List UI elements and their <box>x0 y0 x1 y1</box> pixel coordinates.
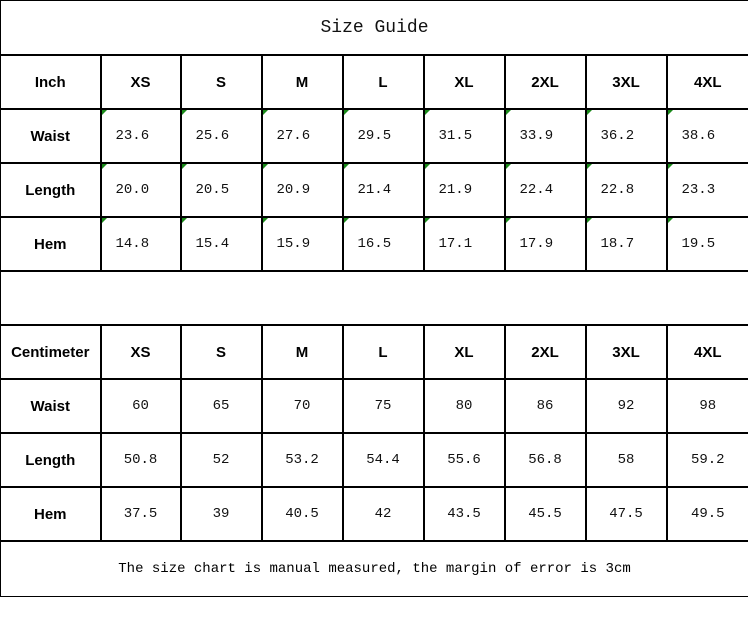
size-header-3xl: 3XL <box>584 54 668 110</box>
measurement-cell: 56.8 <box>503 432 587 488</box>
row-label: Waist <box>0 378 102 434</box>
row-label: Length <box>0 162 102 218</box>
size-header-xl: XL <box>422 54 506 110</box>
row-label: Length <box>0 432 102 488</box>
measurement-cell: 50.8 <box>99 432 182 488</box>
measurement-cell: 49.5 <box>665 486 748 542</box>
inch-header-row: Inch XS S M L XL 2XL 3XL 4XL <box>0 54 748 110</box>
measurement-cell: 27.6 <box>260 108 344 164</box>
measurement-cell: 33.9 <box>503 108 587 164</box>
inch-unit-label: Inch <box>0 54 102 110</box>
size-header-4xl: 4XL <box>665 54 748 110</box>
measurement-cell: 23.6 <box>99 108 182 164</box>
cm-row-hem: Hem 37.5 39 40.5 42 43.5 45.5 47.5 49.5 <box>0 486 748 542</box>
measurement-cell: 36.2 <box>584 108 668 164</box>
measurement-cell: 52 <box>179 432 263 488</box>
row-label: Hem <box>0 486 102 542</box>
size-header-3xl: 3XL <box>584 324 668 380</box>
size-table: Size Guide Inch XS S M L XL 2XL 3XL 4XL Waist 23.6 2… <box>0 0 748 597</box>
footer-note: The size chart is manual measured, the m… <box>0 540 748 597</box>
measurement-cell: 23.3 <box>665 162 748 218</box>
inch-row-hem: Hem 14.8 15.4 15.9 16.5 17.1 17.9 18.7 19.5 <box>0 216 748 272</box>
measurement-cell: 31.5 <box>422 108 506 164</box>
measurement-cell: 15.9 <box>260 216 344 272</box>
size-header-m: M <box>260 324 344 380</box>
inch-row-length: Length 20.0 20.5 20.9 21.4 21.9 22.4 22.8 23.3 <box>0 162 748 218</box>
measurement-cell: 45.5 <box>503 486 587 542</box>
measurement-cell: 60 <box>99 378 182 434</box>
measurement-cell: 70 <box>260 378 344 434</box>
inch-row-waist: Waist 23.6 25.6 27.6 29.5 31.5 33.9 36.2 38.6 <box>0 108 748 164</box>
measurement-cell: 21.9 <box>422 162 506 218</box>
cm-header-row: Centimeter XS S M L XL 2XL 3XL 4XL <box>0 324 748 380</box>
spacer-cell <box>0 270 748 326</box>
measurement-cell: 39 <box>179 486 263 542</box>
measurement-cell: 40.5 <box>260 486 344 542</box>
measurement-cell: 21.4 <box>341 162 425 218</box>
size-header-m: M <box>260 54 344 110</box>
measurement-cell: 59.2 <box>665 432 748 488</box>
measurement-cell: 22.8 <box>584 162 668 218</box>
cm-row-length: Length 50.8 52 53.2 54.4 55.6 56.8 58 59.2 <box>0 432 748 488</box>
measurement-cell: 58 <box>584 432 668 488</box>
title-row: Size Guide <box>0 0 748 56</box>
measurement-cell: 20.9 <box>260 162 344 218</box>
measurement-cell: 17.1 <box>422 216 506 272</box>
measurement-cell: 18.7 <box>584 216 668 272</box>
footer-row: The size chart is manual measured, the m… <box>0 540 748 597</box>
cm-row-waist: Waist 60 65 70 75 80 86 92 98 <box>0 378 748 434</box>
size-header-l: L <box>341 54 425 110</box>
measurement-cell: 22.4 <box>503 162 587 218</box>
measurement-cell: 20.5 <box>179 162 263 218</box>
size-header-l: L <box>341 324 425 380</box>
measurement-cell: 14.8 <box>99 216 182 272</box>
row-label: Hem <box>0 216 102 272</box>
measurement-cell: 17.9 <box>503 216 587 272</box>
measurement-cell: 16.5 <box>341 216 425 272</box>
size-header-s: S <box>179 324 263 380</box>
measurement-cell: 80 <box>422 378 506 434</box>
size-header-4xl: 4XL <box>665 324 748 380</box>
measurement-cell: 37.5 <box>99 486 182 542</box>
measurement-cell: 15.4 <box>179 216 263 272</box>
measurement-cell: 20.0 <box>99 162 182 218</box>
measurement-cell: 92 <box>584 378 668 434</box>
measurement-cell: 65 <box>179 378 263 434</box>
measurement-cell: 29.5 <box>341 108 425 164</box>
size-header-xs: XS <box>99 54 182 110</box>
measurement-cell: 54.4 <box>341 432 425 488</box>
size-header-2xl: 2XL <box>503 54 587 110</box>
measurement-cell: 47.5 <box>584 486 668 542</box>
size-header-s: S <box>179 54 263 110</box>
spacer-row <box>0 270 748 326</box>
size-header-xs: XS <box>99 324 182 380</box>
page-title: Size Guide <box>0 0 748 56</box>
measurement-cell: 25.6 <box>179 108 263 164</box>
cm-unit-label: Centimeter <box>0 324 102 380</box>
measurement-cell: 53.2 <box>260 432 344 488</box>
measurement-cell: 86 <box>503 378 587 434</box>
measurement-cell: 55.6 <box>422 432 506 488</box>
measurement-cell: 38.6 <box>665 108 748 164</box>
size-header-2xl: 2XL <box>503 324 587 380</box>
measurement-cell: 75 <box>341 378 425 434</box>
measurement-cell: 98 <box>665 378 748 434</box>
size-header-xl: XL <box>422 324 506 380</box>
measurement-cell: 43.5 <box>422 486 506 542</box>
row-label: Waist <box>0 108 102 164</box>
measurement-cell: 19.5 <box>665 216 748 272</box>
measurement-cell: 42 <box>341 486 425 542</box>
